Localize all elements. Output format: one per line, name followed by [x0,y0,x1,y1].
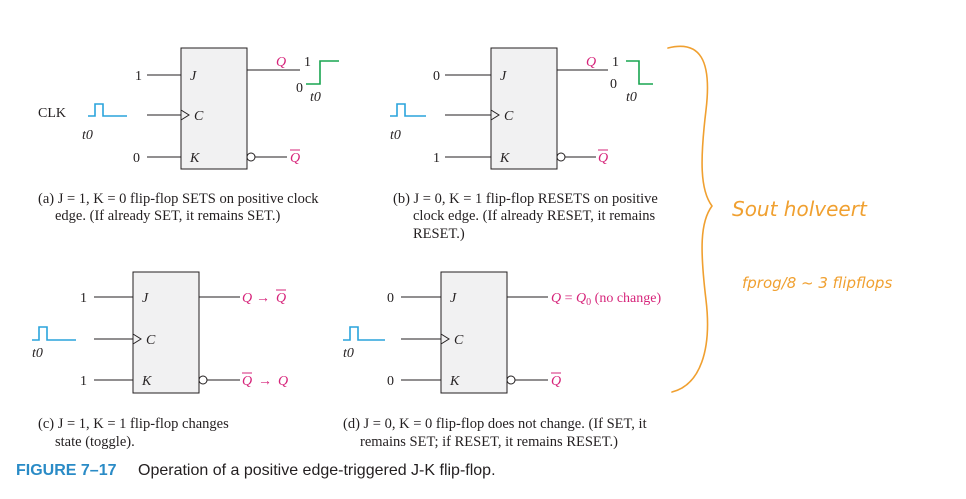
handwritten-note-line2: fprog/8 ~ 3 flipflops [742,274,892,292]
toggle-arrow: → [256,291,270,306]
j-input-value: 0 [433,69,440,84]
c-label: C [194,109,204,124]
k-label: K [499,151,510,166]
inversion-bubble [246,152,256,162]
j-input-value: 1 [135,69,142,84]
clock-pulse [390,103,426,117]
clock-triangle [440,333,450,345]
figure-title: Operation of a positive edge-triggered J… [138,462,496,479]
inversion-bubble [198,375,208,385]
c-label: C [454,333,464,348]
c-label: C [146,333,156,348]
flipflop-box [440,271,508,394]
q-low-level: 0 [296,81,303,96]
k-input-value: 0 [133,151,140,166]
inversion-bubble [556,152,566,162]
clock-triangle [132,333,142,345]
flipflop-box [132,271,200,394]
caption-d-line1: (d) J = 0, K = 0 flip-flop does not chan… [343,416,647,432]
q-no-change-label: Q = Q0 (no change) [551,291,661,308]
caption-a-line1: (a) J = 1, K = 0 flip-flop SETS on posit… [38,191,319,207]
t0-output-label: t0 [310,90,321,105]
q-high-level: 1 [304,55,311,70]
flipflop-box [180,47,248,170]
c-label: C [504,109,514,124]
q-label: Q [276,55,286,70]
qbar-label: Q [551,374,561,389]
panel-b: t0 0 1 J C K Q Q 1 0 t0 (b) J = 0, K = 1… [390,47,658,242]
j-label: J [450,291,457,306]
k-input-value: 0 [387,374,394,389]
k-input-value: 1 [433,151,440,166]
t0-label: t0 [32,346,43,361]
q-low-level: 0 [610,77,617,92]
toggle-arrow: → [258,374,272,389]
j-label: J [500,69,507,84]
qbar-label: Q [276,291,286,306]
clock-triangle [490,109,500,121]
caption-d-line2: remains SET; if RESET, it remains RESET.… [360,434,618,450]
qbar-label: Q [242,374,252,389]
panel-d: t0 0 0 J C K Q = Q0 (no change) Q (d) J … [343,271,661,450]
qbar-label: Q [290,151,300,166]
caption-b-line1: (b) J = 0, K = 1 flip-flop RESETS on pos… [393,191,658,207]
t0-label: t0 [82,128,93,143]
t0-label: t0 [390,128,401,143]
k-input-value: 1 [80,374,87,389]
k-label: K [449,374,460,389]
t0-output-label: t0 [626,90,637,105]
q-label: Q [278,374,288,389]
q-output-waveform [626,60,653,85]
clock-pulse [88,103,127,117]
qbar-label: Q [598,151,608,166]
q-output-waveform [306,60,339,85]
j-label: J [142,291,149,306]
j-label: J [190,69,197,84]
j-input-value: 1 [80,291,87,306]
t0-label: t0 [343,346,354,361]
caption-a-line2: edge. (If already SET, it remains SET.) [55,208,281,224]
caption-b-line3: RESET.) [413,226,465,242]
clk-label: CLK [38,106,66,121]
q-high-level: 1 [612,55,619,70]
clock-triangle [180,109,190,121]
q-label: Q [242,291,252,306]
curly-brace [667,45,713,393]
figure-number: FIGURE 7–17 [16,462,117,479]
inversion-bubble [506,375,516,385]
panel-c: t0 1 1 J C K Q → Q Q → Q (c) J = 1, K = … [32,271,288,450]
flipflop-box [490,47,558,170]
panel-a: CLK t0 1 0 J C K Q Q 1 0 t0 (a) J = 1, K… [38,47,339,224]
clock-pulse [32,326,76,341]
j-input-value: 0 [387,291,394,306]
handwritten-annotation: Sout holveert fprog/8 ~ 3 flipflops [667,45,892,393]
k-label: K [141,374,152,389]
k-label: K [189,151,200,166]
caption-c-line1: (c) J = 1, K = 1 flip-flop changes [38,416,229,432]
figure-caption: FIGURE 7–17 Operation of a positive edge… [16,462,496,479]
handwritten-note-line1: Sout holveert [732,197,868,221]
caption-b-line2: clock edge. (If already RESET, it remain… [413,208,655,224]
caption-c-line2: state (toggle). [55,434,135,450]
q-label: Q [586,55,596,70]
clock-pulse [343,326,385,341]
